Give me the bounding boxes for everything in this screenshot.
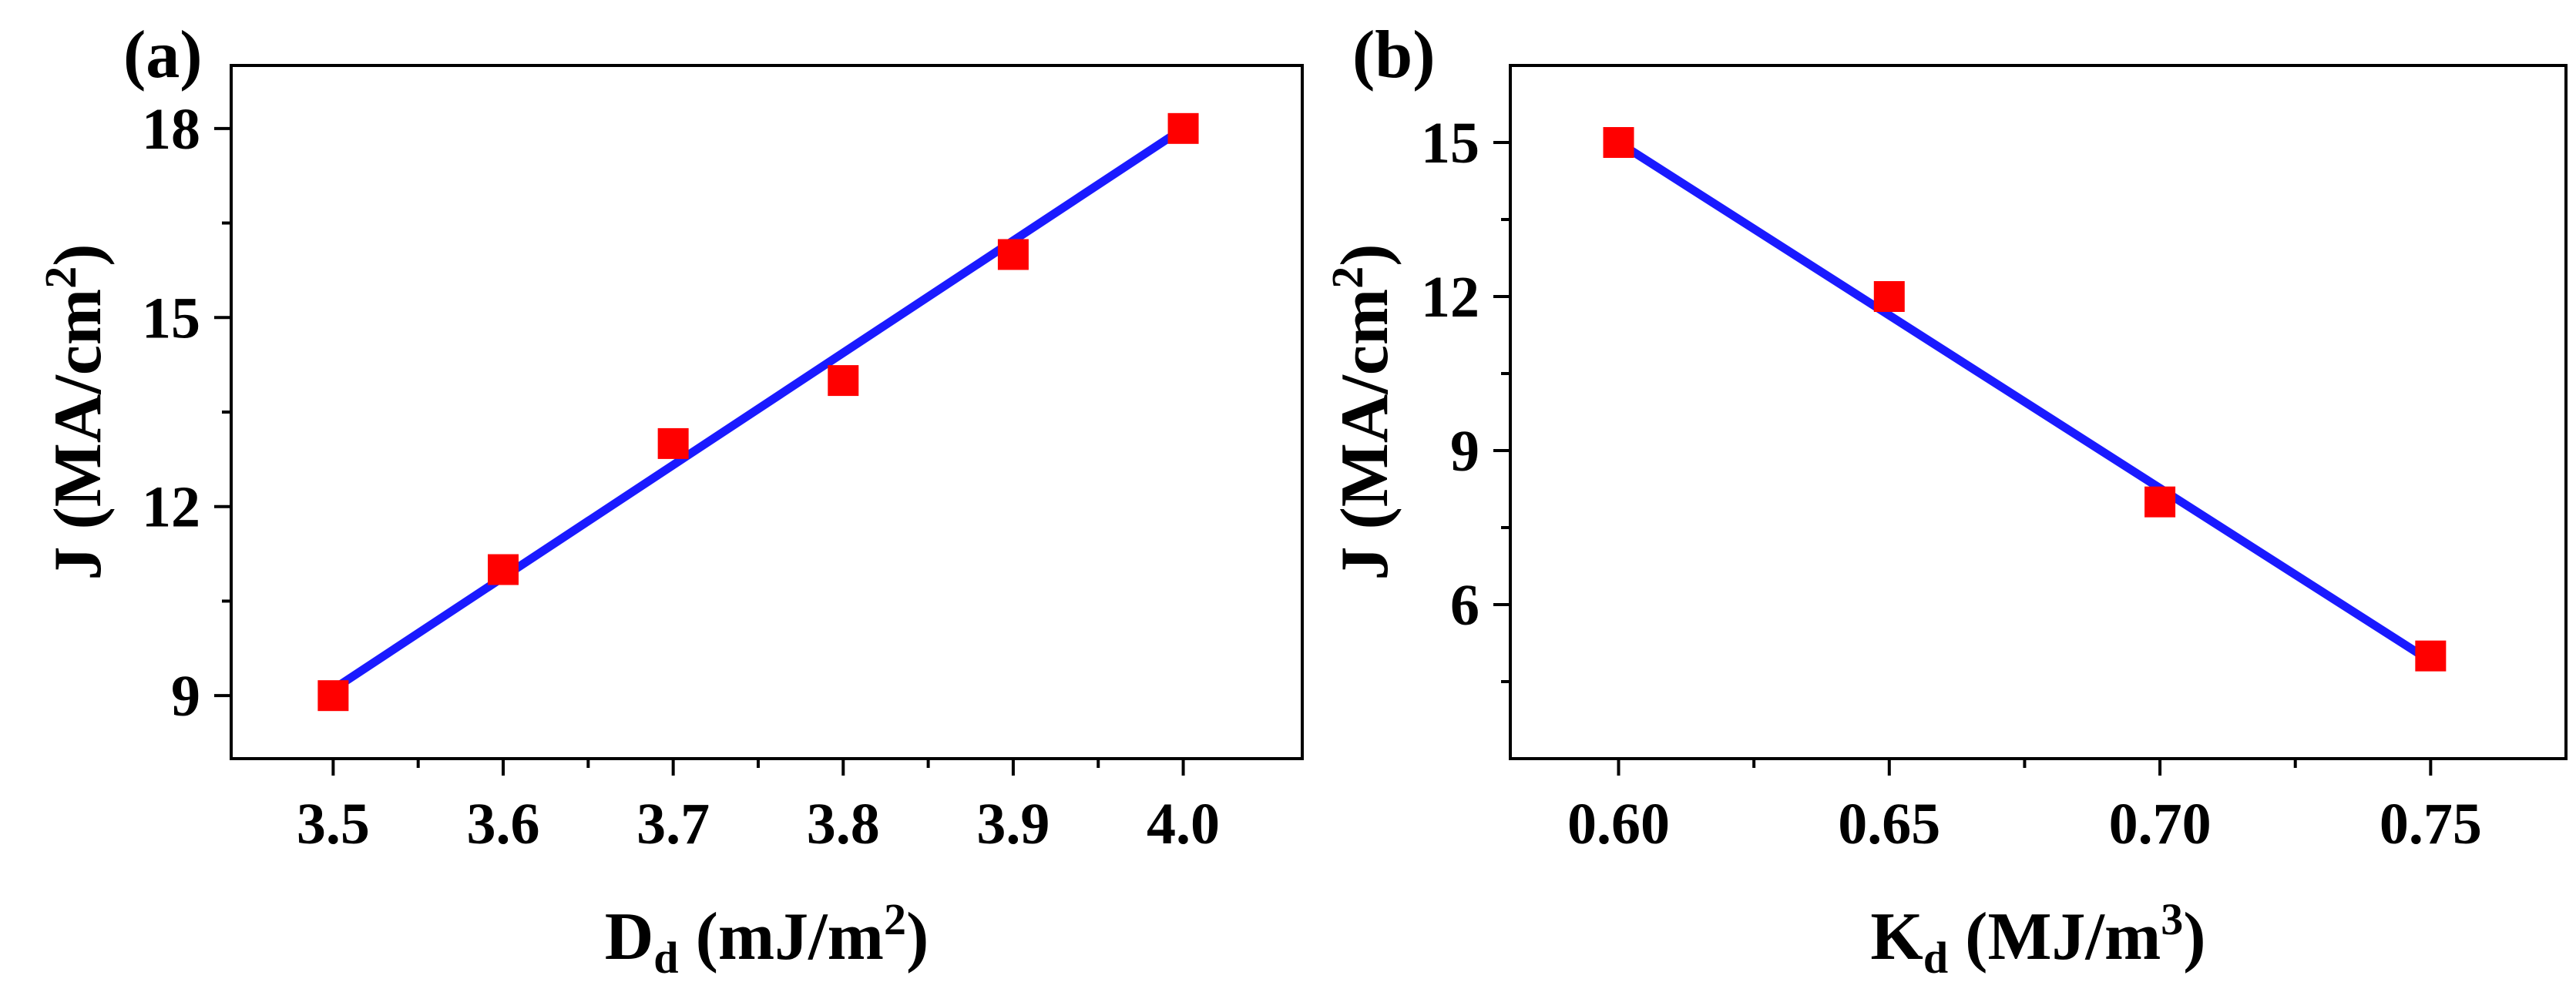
x-tick-label: 3.7 xyxy=(636,792,710,856)
data-point xyxy=(1873,281,1905,312)
y-tick-label: 15 xyxy=(1421,111,1479,176)
fit-line xyxy=(1614,138,2435,665)
x-tick-label: 3.8 xyxy=(807,792,880,856)
data-point xyxy=(657,427,689,459)
x-tick-label: 3.6 xyxy=(467,792,540,856)
x-tick-label: 4.0 xyxy=(1147,792,1220,856)
x-tick-label: 3.5 xyxy=(297,792,370,856)
y-tick-label: 12 xyxy=(1421,265,1479,330)
data-point xyxy=(317,680,349,712)
x-axis-title: Kd (MJ/m3) xyxy=(1870,894,2205,982)
x-tick-label: 0.60 xyxy=(1567,792,1670,856)
x-tick-label: 0.65 xyxy=(1838,792,1940,856)
y-axis-title: J (MA/cm2) xyxy=(1322,243,1402,580)
y-tick-label: 6 xyxy=(1450,573,1479,638)
panel-label: (b) xyxy=(1352,18,1436,92)
data-point xyxy=(1603,127,1634,158)
data-point xyxy=(997,239,1029,270)
plot-frame xyxy=(1509,64,2568,760)
x-tick-label: 0.75 xyxy=(2380,792,2482,856)
y-tick-label: 12 xyxy=(142,475,200,540)
data-point xyxy=(488,554,519,585)
y-tick-label: 15 xyxy=(142,286,200,350)
y-tick-label: 9 xyxy=(171,664,200,729)
panel-a: 3.5 3.6 3.7 3.8 3.9 4.0 9 12 15 18(a) Dd (mJ/m2) J … xyxy=(35,18,1304,982)
y-axis-title: J (MA/cm2) xyxy=(35,243,116,580)
panel-label: (a) xyxy=(123,18,203,92)
x-tick-label: 0.70 xyxy=(2109,792,2212,856)
fit-line xyxy=(328,124,1188,694)
y-tick-label: 18 xyxy=(142,97,200,162)
x-tick-label: 3.9 xyxy=(976,792,1050,856)
data-point xyxy=(1167,112,1199,144)
y-tick-label: 9 xyxy=(1450,419,1479,484)
data-point xyxy=(2415,640,2447,672)
x-axis-title: Dd (mJ/m2) xyxy=(605,894,929,982)
panel-b: 0.60 0.65 0.70 0.75 6 9 12 15 (b) Kd (MJ/m3) J (MA… xyxy=(1322,18,2568,982)
data-point xyxy=(828,365,859,397)
data-point xyxy=(2144,486,2176,518)
